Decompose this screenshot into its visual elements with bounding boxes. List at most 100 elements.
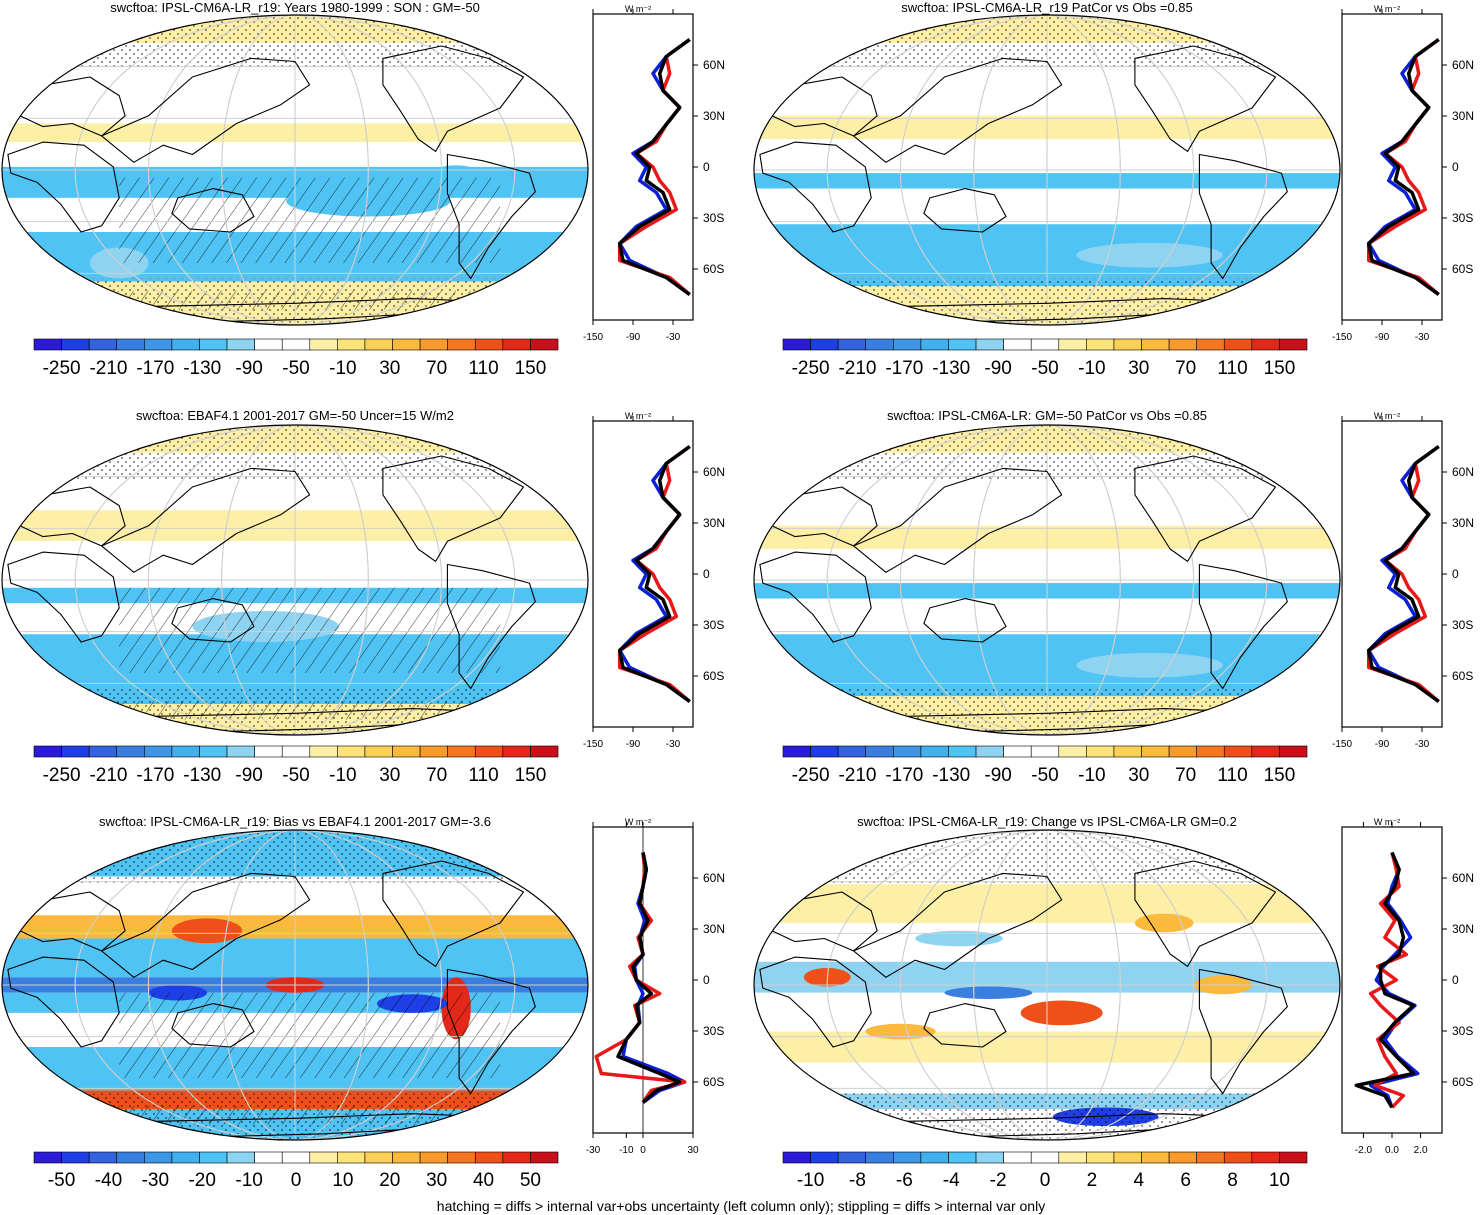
panel-3-profile: W m⁻² -150 -90 -30 60N 30N 0 30S 60S	[583, 411, 725, 750]
continent-outline	[101, 467, 311, 573]
graticule	[754, 15, 1340, 325]
colorbar-swatch	[1141, 338, 1170, 351]
colorbar-swatch	[975, 338, 1004, 351]
meridian-line	[221, 425, 369, 735]
profile-y-tick-label: 30N	[703, 109, 725, 123]
continent-outline	[16, 486, 126, 547]
colorbar-swatch	[364, 338, 393, 351]
colorbar-tick-label: -50	[48, 1170, 75, 1191]
colorbar-swatch	[171, 338, 200, 351]
colorbar-tick-label: 70	[1175, 358, 1196, 379]
colorbar-swatch	[171, 1151, 200, 1164]
continent-outline	[7, 551, 120, 643]
profile-line-model	[617, 445, 691, 703]
colorbar-tick-label: 30	[379, 358, 400, 379]
profile-x-tick-label: -10	[619, 1145, 634, 1156]
colorbar-tick-label: 20	[379, 1170, 400, 1191]
continent-outline	[923, 188, 1007, 233]
hatching	[119, 587, 501, 673]
colorbar-swatch	[88, 1151, 118, 1164]
colorbar-swatch	[975, 745, 1004, 758]
profile-y-tick-label: 30N	[1452, 109, 1474, 123]
profile-x-tick-label: -90	[1375, 739, 1390, 750]
panel-5-title: swcftoa: IPSL-CM6A-LR_r19: Bias vs EBAF4…	[99, 814, 491, 829]
colorbar-swatch	[309, 745, 338, 758]
profile-y-tick-label: 30S	[1452, 211, 1473, 225]
colorbar-tick-label: -90	[235, 765, 262, 786]
continent-outline	[853, 57, 1063, 163]
hatching	[119, 992, 501, 1078]
colorbar-swatch	[782, 1151, 811, 1164]
colorbar-tick-label: 50	[520, 1170, 541, 1191]
panel-3-title: swcftoa: EBAF4.1 2001-2017 GM=-50 Uncer=…	[136, 408, 454, 423]
profile-frame	[592, 13, 694, 321]
panel-1-profile: W m⁻² -150 -90 -30 60N 30N 0 30S 60S	[583, 4, 725, 343]
continent-outline	[1198, 563, 1288, 690]
profile-x-tick-label: -2.0	[1355, 1145, 1373, 1156]
colorbar-swatch	[33, 1151, 62, 1164]
panel-1-colorbar: -250 -210 -170 -130 -90 -50 -10 30 70 110 150	[33, 338, 559, 379]
colorbar-tick-label: -6	[896, 1170, 913, 1191]
meridian-line	[74, 15, 516, 325]
colorbar-tick-label: -30	[142, 1170, 169, 1191]
meridian-line	[973, 15, 1121, 325]
colorbar-swatch	[1223, 1151, 1253, 1164]
profile-line-model	[621, 852, 687, 1104]
profile-x-tick-label: -30	[1415, 332, 1430, 343]
colorbar-tick-label: -4	[943, 1170, 960, 1191]
map-border	[1, 14, 589, 326]
continent-outline	[171, 1003, 255, 1048]
colorbar-swatch	[337, 745, 366, 758]
colorbar-tick-label: 110	[468, 358, 498, 379]
colorbar-swatch	[1030, 745, 1060, 758]
colorbar-swatch	[1141, 745, 1170, 758]
colorbar-swatch	[1086, 1151, 1115, 1164]
continent-outline	[7, 141, 120, 233]
colorbar-swatch	[116, 338, 145, 351]
colorbar-swatch	[1251, 745, 1280, 758]
colorbar-swatch	[1030, 338, 1060, 351]
colorbar-swatch	[474, 745, 504, 758]
colorbar-tick-label: 70	[426, 765, 447, 786]
colorbar-tick-label: 30	[1128, 358, 1149, 379]
field-anomaly	[915, 930, 1004, 947]
colorbar-swatch	[254, 745, 283, 758]
colorbar-swatch	[1113, 745, 1142, 758]
colorbar-tick-label: -210	[89, 358, 127, 379]
colorbar-tick-label: 30	[379, 765, 400, 786]
continent-outline	[101, 872, 311, 978]
profile-frame	[1341, 420, 1443, 728]
continent-outline	[7, 956, 120, 1048]
continent-outline	[768, 76, 878, 137]
panel-6-profile: W m⁻² -2.0 0.0 2.0 60N 30N 0 30S 60S	[1341, 817, 1474, 1156]
colorbar-swatch	[920, 745, 949, 758]
colorbar-tick-label: -210	[838, 765, 876, 786]
panel-6-title: swcftoa: IPSL-CM6A-LR_r19: Change vs IPS…	[857, 814, 1237, 829]
colorbar-swatch	[1251, 1151, 1280, 1164]
continent-outline	[759, 141, 872, 233]
profile-y-tick-label: 0	[1452, 973, 1459, 987]
colorbar-tick-label: -130	[932, 765, 970, 786]
colorbar-tick-label: -250	[792, 358, 830, 379]
meridian-line	[826, 830, 1268, 1140]
profile-y-tick-label: 60N	[703, 871, 725, 885]
colorbar-swatch	[33, 338, 62, 351]
panel-3: swcftoa: EBAF4.1 2001-2017 GM=-50 Uncer=…	[1, 408, 725, 786]
profile-y-tick-label: 30S	[1452, 618, 1473, 632]
colorbar-tick-label: 8	[1227, 1170, 1238, 1191]
profile-y-tick-label: 30N	[1452, 922, 1474, 936]
colorbar-tick-label: -90	[984, 765, 1011, 786]
panel-1: swcftoa: IPSL-CM6A-LR_r19: Years 1980-19…	[1, 0, 725, 379]
profile-y-tick-label: 0	[703, 567, 710, 581]
colorbar-swatch	[281, 338, 311, 351]
colorbar-swatch	[837, 745, 867, 758]
field-anomaly	[944, 986, 1033, 999]
profile-y-tick-label: 0	[703, 973, 710, 987]
panel-4: swcftoa: IPSL-CM6A-LR: GM=-50 PatCor vs …	[753, 408, 1474, 786]
profile-y-tick-label: 60S	[1452, 262, 1473, 276]
colorbar-swatch	[893, 1151, 922, 1164]
colorbar-swatch	[226, 745, 255, 758]
colorbar-swatch	[837, 338, 867, 351]
profile-x-tick-label: 2.0	[1414, 1145, 1428, 1156]
